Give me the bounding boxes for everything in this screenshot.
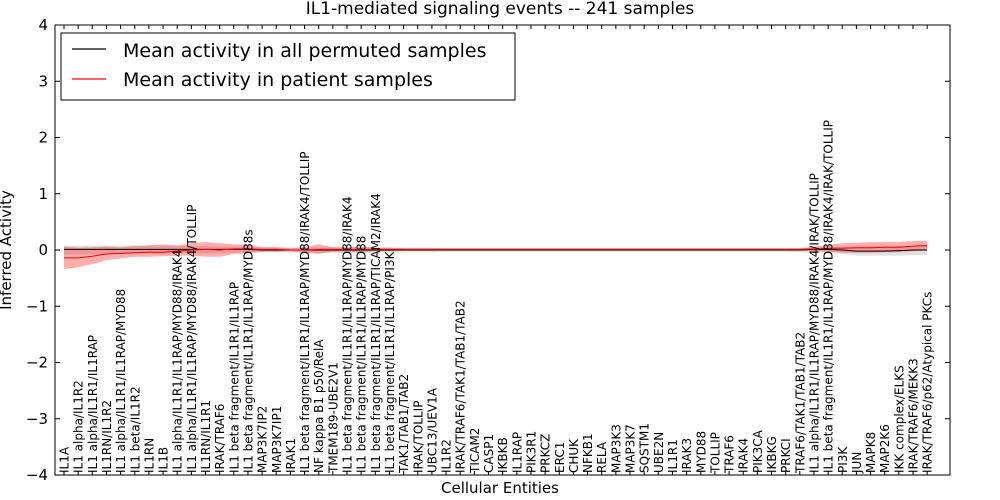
y-axis-label: Inferred Activity	[0, 190, 15, 310]
x-tick-label: MAPK8	[864, 432, 878, 473]
x-axis-label: Cellular Entities	[441, 479, 559, 497]
x-tick-label: PI3K	[836, 446, 850, 473]
legend-box	[60, 32, 516, 101]
x-tick-label: PRKCZ	[539, 434, 553, 473]
x-tick-label: IRAK4	[737, 438, 751, 473]
x-tick-label: IL1 beta fragment/IL1R1/IL1RAP/MYD88s	[242, 229, 256, 473]
x-tick-label: UBE2N	[652, 432, 666, 473]
x-tick-label: RELA	[595, 441, 609, 473]
x-tick-label: PIK3R1	[525, 431, 539, 473]
x-tick-label: SQSTM1	[638, 423, 652, 473]
x-tick-label: MYD88	[694, 431, 708, 473]
x-tick-label: MAP3K7	[624, 424, 638, 473]
x-tick-label: IL1R2	[440, 439, 454, 473]
y-axis: −4 −3 −2 −1 0 1 2 3 4	[26, 16, 950, 484]
x-tick-label: IRAK/TRAF6/MEKK3	[907, 358, 921, 473]
x-tick-label: MAP3K3	[609, 424, 623, 473]
x-tick-label: IRAK/TOLLIP	[411, 401, 425, 473]
y-tick-label: 2	[38, 129, 48, 147]
x-tick-label: IL1 beta fragment/IL1R1/IL1RAP/PI3K	[383, 250, 397, 473]
x-tick-label: TICAM2	[468, 428, 482, 474]
x-tick-label: NF kappa B1 p50/RelA	[312, 339, 326, 473]
x-tick-label: IL1 alpha/IL1R1/IL1RAP/MYD88	[114, 289, 128, 473]
x-tick-label: IL1RN	[142, 438, 156, 473]
x-tick-label: TMEM189-UBE2V1	[326, 362, 340, 474]
x-tick-label: IL1R1	[666, 439, 680, 473]
x-tick-label: IL1RN/IL1R1	[199, 400, 213, 473]
y-tick-label: −1	[26, 297, 48, 315]
band-patient	[64, 241, 928, 270]
series-line-patient	[64, 245, 928, 259]
band-permuted	[64, 245, 928, 256]
x-tick-label: MAP3K7IP2	[256, 406, 270, 473]
x-tick-label: TOLLIP	[708, 432, 722, 474]
x-tick-label: TRAF6/TAK1/TAB1/TAB2	[793, 332, 807, 474]
x-tick-label: IL1 alpha/IL1R1/IL1RAP/MYD88/IRAK4/TOLLI…	[185, 205, 199, 473]
legend-label-patient: Mean activity in patient samples	[123, 69, 433, 91]
x-tick-label: IL1 beta fragment/IL1R1/IL1RAP/TICAM2/IR…	[369, 193, 383, 473]
x-tick-label: IL1 beta fragment/IL1R1/IL1RAP/MYD88/IRA…	[341, 196, 355, 473]
y-tick-label: 0	[38, 241, 48, 259]
x-tick-label: MAP3K7IP1	[270, 406, 284, 473]
x-tick-label: IRAK/TRAF6/TAK1/TAB1/TAB2	[454, 300, 468, 473]
x-tick-label: IL1RN/IL1R2	[100, 400, 114, 473]
x-tick-label: NFKB1	[581, 433, 595, 473]
x-tick-label: IRAK/TRAF6	[213, 404, 227, 473]
legend: Mean activity in all permuted samples Me…	[60, 32, 516, 101]
y-tick-label: −3	[26, 410, 48, 428]
series-lines	[64, 245, 928, 259]
x-tick-label: IL1 beta fragment/IL1R1/IL1RAP	[227, 282, 241, 473]
x-tick-label: IL1 alpha/IL1R1/IL1RAP/MYD88/IRAK4	[171, 250, 185, 473]
x-tick-label: IL1 beta fragment/IL1R1/IL1RAP/MYD88	[355, 236, 369, 473]
x-tick-label: IL1 alpha/IL1R2	[72, 380, 86, 473]
x-tick-label: CHUK	[567, 438, 581, 473]
x-tick-label: CASP1	[482, 434, 496, 473]
x-tick-label: IL1 alpha/IL1R1/IL1RAP	[86, 335, 100, 473]
x-tick-label: IL1 beta fragment/IL1R1/IL1RAP/MYD88/IRA…	[298, 152, 312, 473]
x-tick-label: IRAK/TRAF6/p62/Atypical PKCs	[921, 292, 935, 473]
x-tick-label: IL1 beta fragment/IL1R1/IL1RAP/MYD88/IRA…	[822, 120, 836, 473]
x-tick-label: IRAK3	[680, 438, 694, 473]
chart-title: IL1-mediated signaling events -- 241 sam…	[306, 0, 695, 19]
x-tick-label: TRAF6	[723, 435, 737, 474]
y-tick-label: −4	[26, 466, 48, 484]
x-tick-label: IRAK1	[284, 438, 298, 473]
x-tick-label: IKBKB	[496, 437, 510, 473]
y-tick-label: 3	[38, 72, 48, 90]
x-tick-label: PIK3CA	[751, 429, 765, 473]
x-tick-label: IKBKG	[765, 436, 779, 473]
x-tick-label: IL1A	[58, 446, 72, 473]
x-tick-label: IL1RAP	[510, 432, 524, 473]
legend-label-permuted: Mean activity in all permuted samples	[123, 40, 486, 62]
x-tick-label: IL1 beta/IL1R2	[128, 386, 142, 473]
x-tick-label: MAP2K6	[878, 424, 892, 473]
y-tick-label: −2	[26, 354, 48, 372]
y-tick-label: 4	[38, 16, 48, 34]
x-tick-label: IL1B	[157, 447, 171, 473]
x-tick-label: IL1 alpha/IL1R1/IL1RAP/MYD88/IRAK4/IRAK/…	[808, 173, 822, 473]
x-axis: IL1A IL1 alpha/IL1R2 IL1 alpha/IL1R1/IL1RA…	[58, 25, 935, 475]
x-tick-label: PRKCI	[779, 438, 793, 473]
x-tick-label: UBC13/UEV1A	[425, 387, 439, 473]
x-tick-label: TAK1/TAB1/TAB2	[397, 374, 411, 474]
confidence-bands	[64, 241, 928, 270]
x-tick-label: IKK complex/ELKS	[892, 365, 906, 473]
x-tick-label: JUN	[850, 452, 864, 474]
y-tick-label: 1	[38, 185, 48, 203]
x-tick-label: ERC1	[553, 442, 567, 473]
